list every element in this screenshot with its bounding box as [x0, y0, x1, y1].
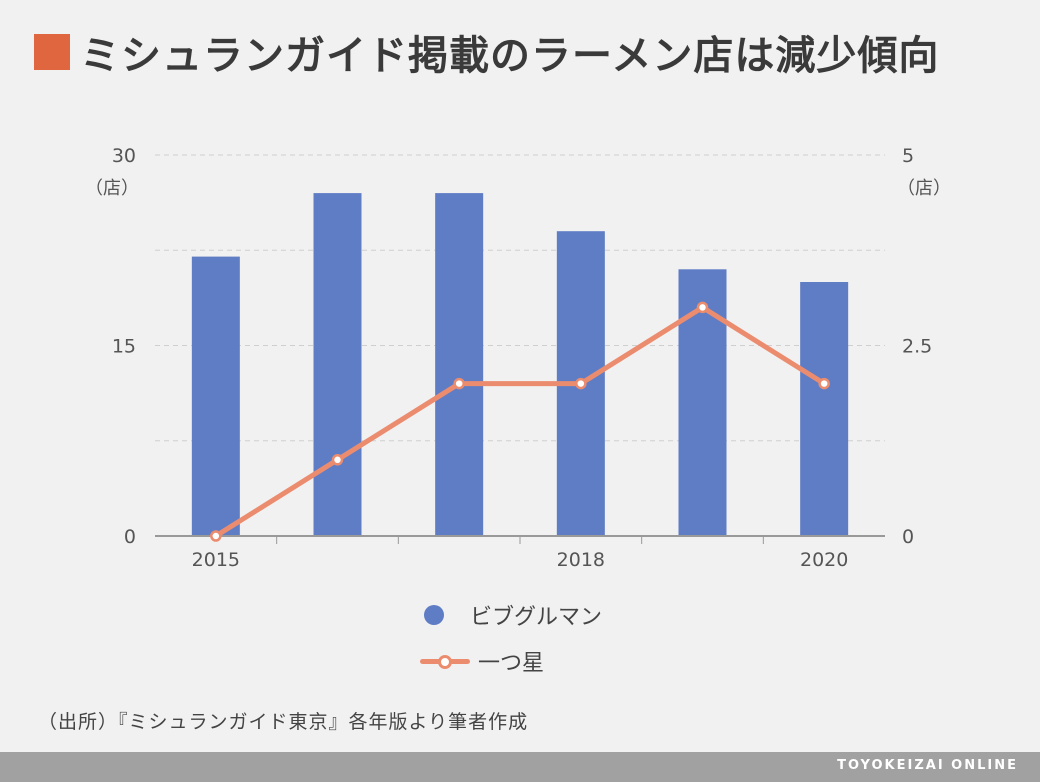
legend-swatch-bar [424, 605, 444, 625]
right-tick-label: 2.5 [902, 336, 932, 358]
left-tick-label: 15 [112, 336, 136, 358]
point-2015 [210, 530, 222, 542]
point-2019 [696, 301, 709, 314]
footer-brand: TOYOKEIZAI ONLINE [837, 758, 1018, 773]
legend-label-line: 一つ星 [478, 651, 545, 676]
legend: ビブグルマン 一つ星 [420, 598, 602, 690]
left-axis-unit: （店） [85, 178, 139, 199]
bar-2017 [435, 193, 484, 536]
chart-title: ミシュランガイド掲載のラーメン店は減少傾向 [80, 33, 940, 79]
legend-item-bibgourmand: ビブグルマン [420, 598, 602, 632]
line-one-star [213, 304, 827, 539]
bar-2016 [313, 193, 362, 536]
point-2020 [818, 377, 830, 390]
left-tick-label: 0 [124, 526, 136, 548]
title-marker [34, 34, 70, 70]
bar-2015 [191, 256, 240, 536]
combo-chart: 2015 2018 2020 0 15 30 （店） 0 2.5 5 （店） [85, 145, 951, 571]
x-tick-label-2020: 2020 [800, 549, 848, 571]
source-note: （出所）『ミシュランガイド東京』各年版より筆者作成 [38, 711, 529, 733]
legend-swatch-line [420, 651, 470, 671]
footer-bar: TOYOKEIZAI ONLINE [0, 752, 1040, 782]
left-tick-label: 30 [112, 145, 136, 167]
bar-2019 [678, 269, 727, 536]
bar-2020 [800, 282, 849, 536]
chart-title-block: ミシュランガイド掲載のラーメン店は減少傾向 [34, 22, 939, 82]
x-tick-label-2018: 2018 [557, 549, 605, 571]
point-2018 [575, 377, 587, 390]
legend-label-bar: ビブグルマン [470, 605, 603, 630]
right-axis-unit: （店） [897, 178, 951, 199]
x-tick-label-2015: 2015 [192, 549, 240, 571]
point-2017 [453, 377, 465, 390]
legend-item-one-star: 一つ星 [420, 644, 602, 678]
right-tick-label: 0 [902, 526, 914, 548]
right-tick-label: 5 [902, 145, 914, 167]
point-2016 [331, 454, 344, 466]
